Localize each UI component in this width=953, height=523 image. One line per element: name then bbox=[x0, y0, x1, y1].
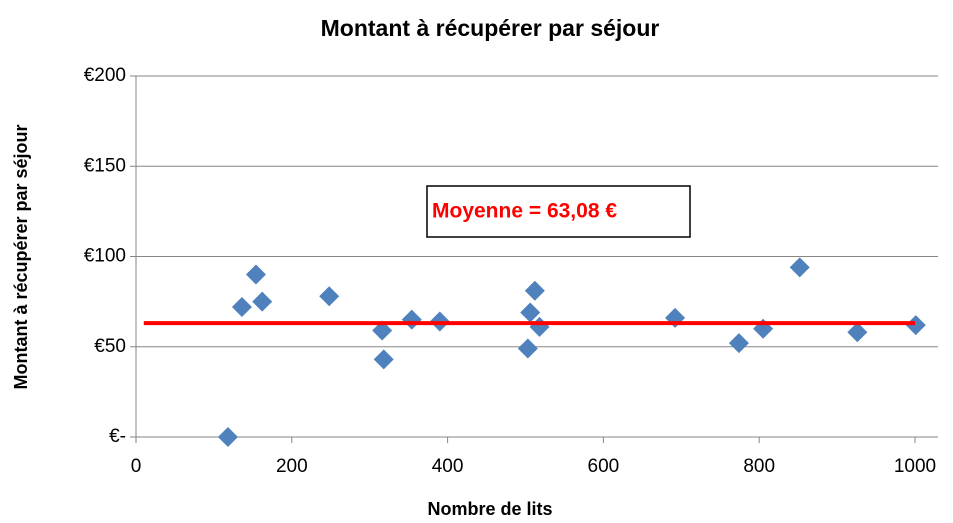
point bbox=[520, 302, 541, 323]
point bbox=[217, 427, 238, 447]
x-axis-label: Nombre de lits bbox=[427, 499, 552, 519]
x-tick-label: 0 bbox=[131, 456, 142, 477]
y-tick-label: €- bbox=[109, 426, 126, 447]
point bbox=[847, 322, 868, 343]
y-tick-label: €150 bbox=[84, 155, 126, 176]
y-tick-label: €50 bbox=[94, 336, 126, 357]
x-tick-label: 200 bbox=[276, 456, 308, 477]
point bbox=[524, 280, 545, 301]
x-tick-label: 600 bbox=[588, 456, 620, 477]
point bbox=[905, 315, 926, 336]
y-axis-label: Montant à récupérer par séjour bbox=[11, 124, 31, 389]
x-tick-label: 800 bbox=[743, 456, 775, 477]
point bbox=[401, 309, 422, 330]
annotation: Moyenne = 63,08 € bbox=[432, 200, 617, 223]
point bbox=[728, 333, 749, 354]
x-tick-label: 1000 bbox=[894, 456, 936, 477]
point bbox=[372, 320, 393, 341]
annotation-box bbox=[426, 185, 691, 238]
y-tick-label: €100 bbox=[84, 246, 126, 267]
point bbox=[231, 297, 252, 318]
point bbox=[517, 338, 538, 359]
x-tick-label: 400 bbox=[432, 456, 464, 477]
y-tick-label: €200 bbox=[84, 65, 126, 86]
point bbox=[789, 257, 810, 278]
point bbox=[373, 349, 394, 370]
point bbox=[319, 286, 340, 307]
point bbox=[245, 264, 266, 285]
chart-title: Montant à récupérer par séjour bbox=[321, 15, 660, 41]
point bbox=[252, 291, 273, 312]
